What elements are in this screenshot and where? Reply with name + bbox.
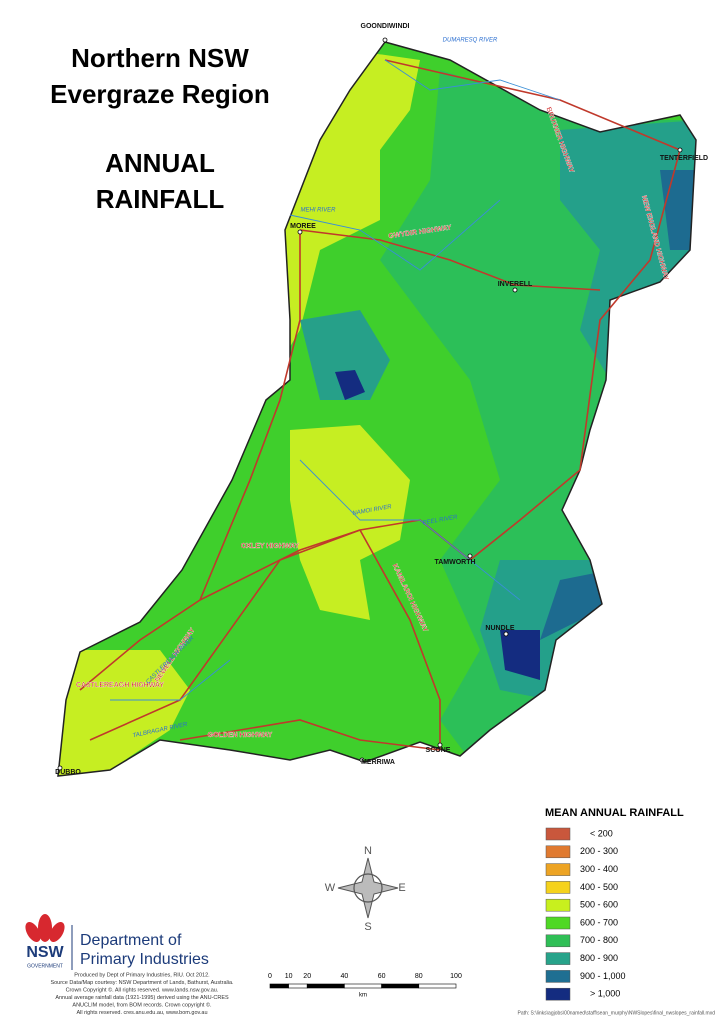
legend-swatch: [545, 863, 571, 876]
scale-tick-label: 60: [378, 973, 386, 980]
legend-label: 800 - 900: [580, 953, 618, 963]
logo-text: NSW: [26, 944, 64, 961]
waratah-icon: [25, 914, 65, 942]
region-outline: [57, 41, 697, 777]
legend-label: 200 - 300: [580, 846, 618, 856]
scale-tick-label: 20: [303, 973, 311, 980]
legend-swatch: [545, 987, 571, 1001]
legend-swatch: [545, 898, 571, 912]
town-dot: [437, 742, 443, 748]
scale-tick-label: 100: [450, 973, 462, 980]
town-dot: [382, 37, 388, 43]
legend-swatch: [545, 881, 571, 894]
legend-label: < 200: [590, 828, 613, 838]
town-label: MOREE: [290, 223, 316, 230]
compass-letter: W: [325, 882, 336, 894]
legend-swatch: [545, 952, 571, 965]
scale-segment: [418, 983, 457, 989]
town-dot: [359, 757, 365, 763]
compass-letter: S: [364, 921, 371, 933]
river-label: DUMARESQ RIVER: [443, 38, 498, 44]
scale-segment: [381, 983, 420, 989]
legend-title: MEAN ANNUAL RAINFALL: [545, 807, 684, 819]
map-title: Evergraze Region: [50, 79, 270, 109]
town-label: TENTERFIELD: [660, 155, 708, 162]
credit-line: All rights reserved. cres.anu.edu.au, ww…: [76, 1010, 207, 1016]
legend-label: 500 - 600: [580, 900, 618, 910]
scale-tick-label: 10: [285, 973, 293, 980]
compass-letter: N: [364, 845, 372, 857]
town-label: DUBBO: [55, 769, 81, 776]
compass: N E S W: [325, 845, 406, 933]
scale-tick-label: 0: [268, 973, 272, 980]
legend-label: 400 - 500: [580, 882, 618, 892]
town-dot: [512, 287, 518, 293]
zone-500-600: [290, 425, 410, 620]
map-subtitle: ANNUAL: [105, 148, 215, 178]
rivers: [110, 59, 561, 701]
legend-label: 700 - 800: [580, 935, 618, 945]
map-title: Northern NSW: [71, 43, 249, 73]
legend-swatch: [545, 934, 571, 948]
compass-ring: [353, 873, 383, 903]
legend-label: 600 - 700: [580, 917, 618, 927]
zone-500-600: [58, 650, 190, 776]
legend-label: > 1,000: [590, 989, 620, 999]
department-name: Primary Industries: [80, 951, 209, 968]
town-label: GOONDIWINDI: [361, 23, 410, 30]
credit-line: Source Data/Map courtesy: NSW Department…: [50, 980, 234, 986]
zone-900-1000: [540, 570, 610, 640]
town-label: SCONE: [426, 747, 451, 754]
town-dot: [677, 147, 683, 153]
legend-label: 900 - 1,000: [580, 971, 626, 981]
legend-label: 300 - 400: [580, 864, 618, 874]
scale-tick-label: 80: [415, 973, 423, 980]
scale-unit: km: [359, 993, 367, 999]
credit-line: Produced by Dept of Primary Industries, …: [74, 972, 210, 978]
legend-swatch: [545, 827, 571, 841]
zone-900-1000: [660, 170, 696, 250]
scale-tick-label: 40: [341, 973, 349, 980]
town-dot: [467, 553, 473, 559]
logo-subtext: GOVERNMENT: [27, 963, 63, 969]
legend-swatch: [545, 970, 571, 983]
scale-segment: [288, 983, 308, 989]
town-dot: [503, 631, 509, 637]
file-path: Path: S:\links\agjobs\00named\staff\sean…: [517, 1010, 715, 1016]
town-dot: [297, 229, 303, 235]
scale-segment: [306, 983, 345, 989]
zone-over-1000: [335, 370, 365, 400]
zone-over-1000: [500, 630, 540, 680]
highway-label: GOLDEN HIGHWAY: [208, 732, 273, 739]
scale-segment: [344, 983, 382, 989]
legend-swatch: [545, 916, 571, 930]
highway-label: OXLEY HIGHWAY: [241, 543, 300, 550]
department-name: Department of: [80, 932, 182, 949]
town-dot: [57, 765, 63, 771]
zone-800-900: [300, 310, 390, 400]
credit-line: Annual average rainfall data (1921-1995)…: [55, 995, 229, 1001]
river-label: MEHI RIVER: [300, 208, 336, 214]
legend-swatch: [545, 845, 571, 859]
compass-letter: E: [398, 882, 405, 894]
town-label: TAMWORTH: [434, 559, 475, 566]
scale-segment: [269, 983, 289, 989]
town-label: NUNDLE: [485, 625, 514, 632]
credit-line: ANUCLIM model, from BOM records. Crown c…: [72, 1001, 212, 1008]
map-subtitle: RAINFALL: [96, 184, 225, 214]
town-label: INVERELL: [498, 281, 533, 288]
highways: [79, 59, 681, 751]
credit-line: Crown Copyright ©. All rights reserved. …: [66, 986, 219, 993]
highway-label: CASTLEREAGH HIGHWAY: [76, 682, 164, 689]
town-label: MERRIWA: [361, 759, 395, 766]
footer-logo: [25, 914, 73, 970]
